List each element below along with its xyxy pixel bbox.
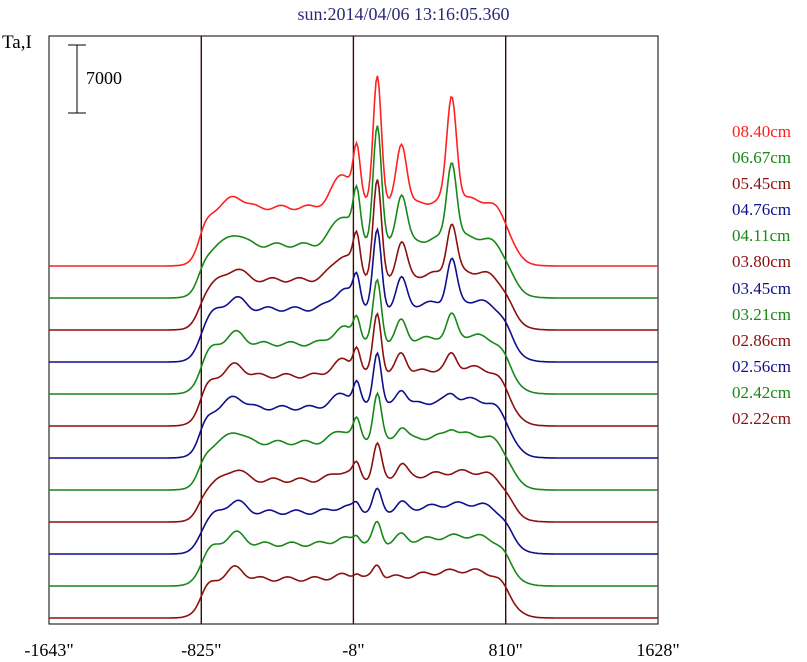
legend-entry: 02.56cm: [732, 356, 792, 376]
series-line-03.45cm: [49, 351, 658, 459]
series-line-02.22cm: [49, 564, 658, 619]
legend-entry: 02.86cm: [732, 330, 792, 350]
legend-entry: 08.40cm: [732, 122, 792, 141]
legend-entry: 03.45cm: [732, 278, 792, 298]
legend-entry: 06.67cm: [732, 148, 792, 168]
scale-bar-label: 7000: [86, 68, 122, 88]
legend-entry: 04.76cm: [732, 200, 792, 220]
series-line-08.40cm: [49, 75, 658, 267]
legend-entry: 03.80cm: [732, 252, 792, 272]
legend-entry: 02.42cm: [732, 382, 792, 402]
legend: 08.40cm 06.67cm 05.45cm 04.76cm 04.11cm 03.80…: [732, 119, 791, 432]
series-line-02.56cm: [49, 487, 658, 555]
series-line-05.45cm: [49, 179, 658, 331]
series-line-02.42cm: [49, 520, 658, 587]
x-tick-label: 810": [489, 640, 523, 660]
series-line-06.67cm: [49, 125, 658, 299]
legend-entry: 03.21cm: [732, 304, 792, 324]
x-tick-label: -8": [342, 640, 364, 660]
x-tick-label: -825": [181, 640, 221, 660]
y-axis-label: Ta,I: [2, 32, 32, 53]
series-line-02.86cm: [49, 441, 658, 523]
legend-entry: 04.11cm: [732, 226, 791, 246]
chart-title: sun:2014/04/06 13:16:05.360: [297, 4, 510, 24]
series-line-04.11cm: [49, 278, 658, 395]
series-line-04.76cm: [49, 227, 658, 363]
scale-bar: [68, 44, 86, 114]
legend-entry: 02.22cm: [732, 409, 792, 429]
series-line-03.21cm: [49, 391, 658, 491]
legend-entry: 05.45cm: [732, 174, 792, 194]
series-line-03.80cm: [49, 311, 658, 427]
x-tick-label: -1643": [24, 640, 73, 660]
x-tick-label: 1628": [636, 640, 679, 660]
